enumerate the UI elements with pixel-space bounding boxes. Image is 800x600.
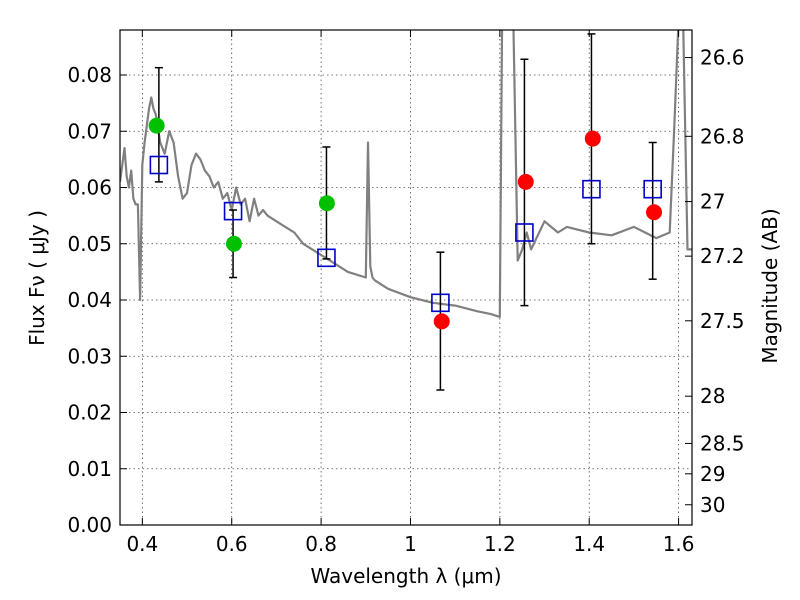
markers [148, 117, 663, 330]
right-tick-label: 29 [700, 462, 725, 486]
x-tick-label: 1.4 [573, 532, 605, 556]
right-tick-label: 28 [700, 384, 725, 408]
y-tick-label: 0.08 [67, 63, 112, 87]
x-tick-label: 0.4 [126, 532, 158, 556]
x-tick-label: 1.6 [663, 532, 695, 556]
red-flux-point [433, 313, 450, 330]
model-flux-square [582, 179, 601, 199]
right-tick-label: 30 [700, 493, 725, 517]
y-tick-label: 0.02 [67, 401, 112, 425]
x-tick-label: 1 [404, 532, 417, 556]
green-flux-point [148, 117, 165, 134]
red-flux-point [517, 173, 534, 190]
plot-frame [119, 29, 693, 526]
axes: 0.4 0.6 0.8 1 1.2 1.4 1.6 0.00 0.01 0.02 0.03 0.04 0… [67, 30, 745, 556]
x-tick-label: 1.2 [484, 532, 516, 556]
y-axis-right-label: Magnitude (AB) [758, 208, 782, 363]
model-flux-square [515, 223, 534, 242]
x-tick-label: 0.8 [305, 532, 337, 556]
right-tick-label: 27.5 [700, 309, 745, 333]
red-flux-point [584, 130, 601, 147]
y-axis-label: Flux Fν ( μJy ) [25, 210, 49, 346]
model-flux-square [223, 201, 243, 221]
y-tick-label: 0.07 [67, 119, 112, 143]
error-bars [154, 33, 657, 391]
right-tick-label: 26.8 [700, 124, 745, 148]
y-tick-label: 0.04 [67, 288, 112, 312]
y-tick-label: 0.05 [67, 232, 112, 256]
model-flux-square [149, 155, 169, 175]
right-tick-label: 27.2 [700, 244, 745, 268]
y-tick-label: 0.01 [67, 457, 112, 481]
red-flux-point [646, 204, 663, 221]
model-flux-square [317, 248, 336, 268]
model-flux-square [431, 293, 450, 313]
model-flux-square [643, 179, 662, 199]
right-tick-label: 26.6 [700, 46, 745, 70]
green-flux-point [225, 235, 242, 252]
y-tick-label: 0.03 [67, 344, 112, 368]
x-tick-label: 0.6 [216, 532, 248, 556]
data-area [120, 30, 692, 318]
model-spectrum-line [120, 30, 692, 318]
x-axis-label: Wavelength λ (μm) [310, 564, 501, 588]
right-tick-label: 28.5 [700, 431, 745, 455]
y-tick-label: 0.06 [67, 176, 112, 200]
y-tick-label: 0.00 [67, 513, 112, 537]
grid [120, 30, 692, 526]
right-tick-label: 27 [700, 190, 725, 214]
green-flux-point [318, 195, 335, 212]
